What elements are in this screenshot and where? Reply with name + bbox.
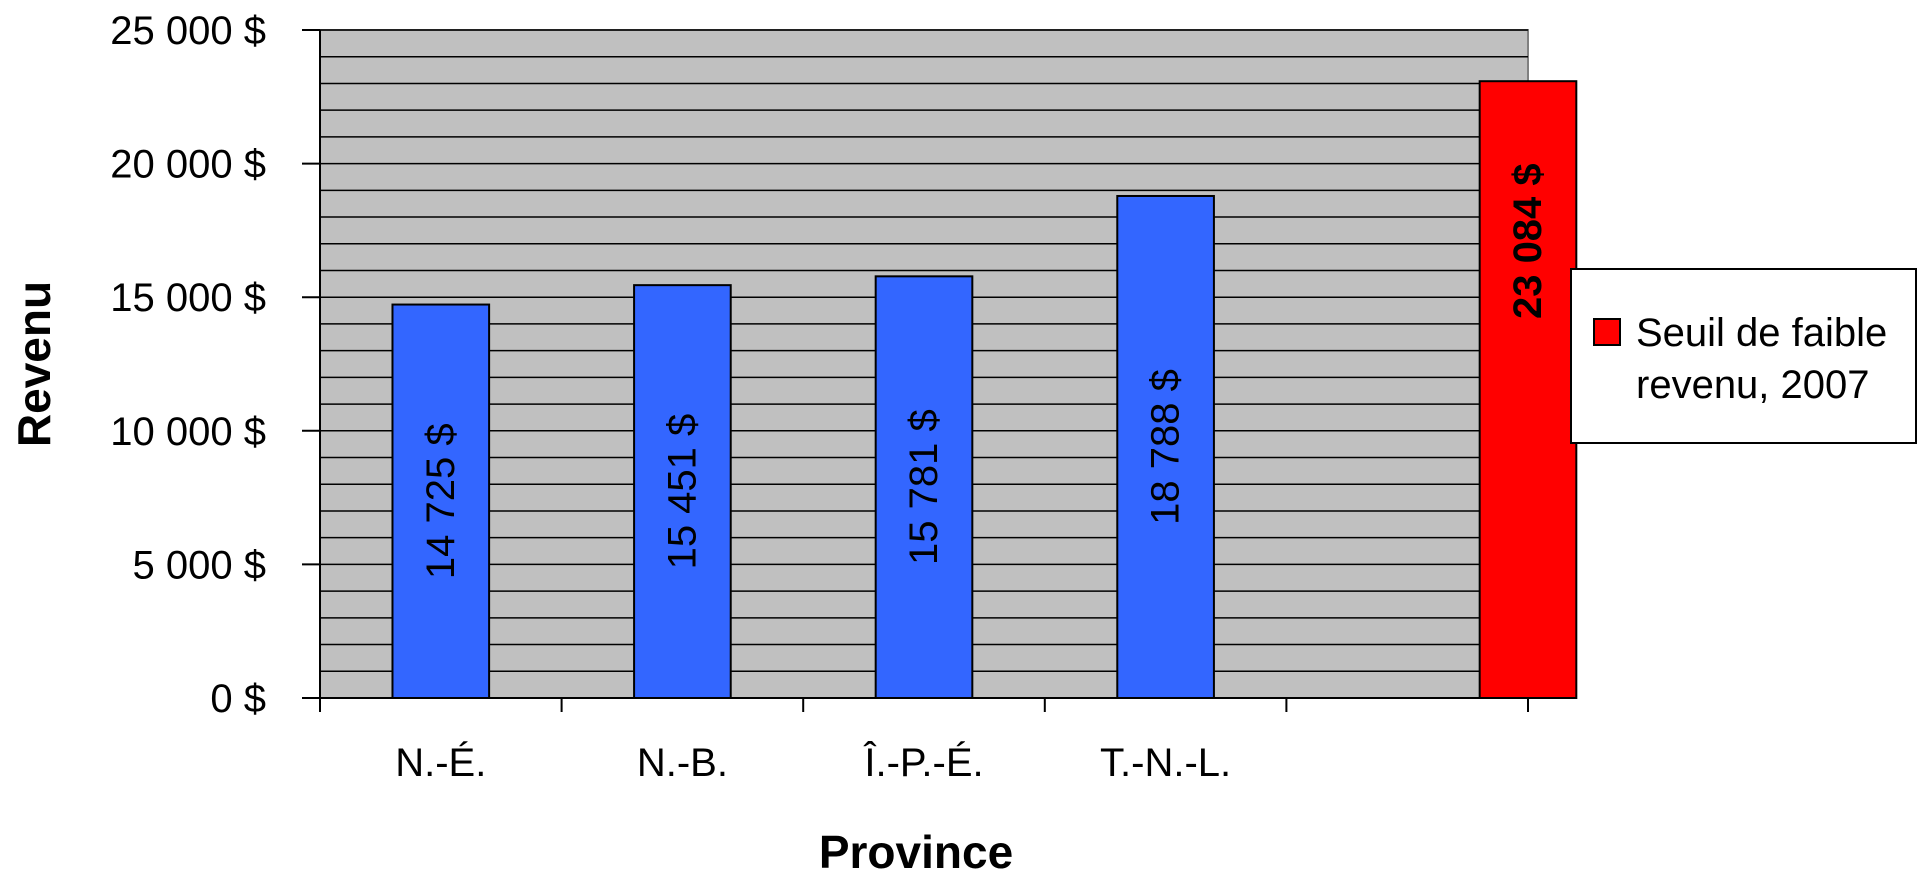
legend-swatch <box>1593 318 1621 346</box>
legend-box <box>1570 268 1917 444</box>
legend-label: Seuil de faible <box>1636 311 1887 355</box>
x-tick-label: T.-N.-L. <box>1100 741 1231 785</box>
legend-label: revenu, 2007 <box>1636 363 1870 407</box>
y-tick-label: 10 000 $ <box>110 410 266 454</box>
bar-labels-group: 14 725 $ 15 451 $ 15 781 $ 18 788 $ 23 084 $ <box>419 163 1550 579</box>
x-tick-label: Î.-P.-É. <box>863 740 983 785</box>
y-tick-label: 0 $ <box>210 677 266 721</box>
y-tick-label: 5 000 $ <box>133 543 266 587</box>
bar-data-label: 15 781 $ <box>902 409 946 565</box>
bar-data-label: 18 788 $ <box>1144 369 1188 525</box>
bar-data-label: 23 084 $ <box>1506 163 1550 319</box>
bar <box>874 275 974 699</box>
bar-data-label: 14 725 $ <box>419 423 463 579</box>
bar <box>1116 194 1215 699</box>
y-tick-label: 20 000 $ <box>110 143 266 187</box>
x-tick-label: N.-B. <box>637 741 728 785</box>
x-axis-title: Province <box>819 826 1013 874</box>
legend: Seuil de faible revenu, 2007 <box>1570 268 1917 444</box>
y-axis-title: Revenu <box>8 281 60 447</box>
x-axis: N.-É. N.-B. Î.-P.-É. T.-N.-L. <box>319 697 1529 785</box>
x-tick-label: N.-É. <box>395 740 486 785</box>
y-tick-label: 15 000 $ <box>110 276 266 320</box>
bar <box>1478 80 1578 700</box>
y-axis: 0 $ 5 000 $ 10 000 $ 15 000 $ 20 000 $ 25 000… <box>110 9 321 721</box>
bar-data-label: 15 451 $ <box>660 414 704 570</box>
y-tick-label: 25 000 $ <box>110 9 266 53</box>
bars-group <box>391 80 1578 700</box>
